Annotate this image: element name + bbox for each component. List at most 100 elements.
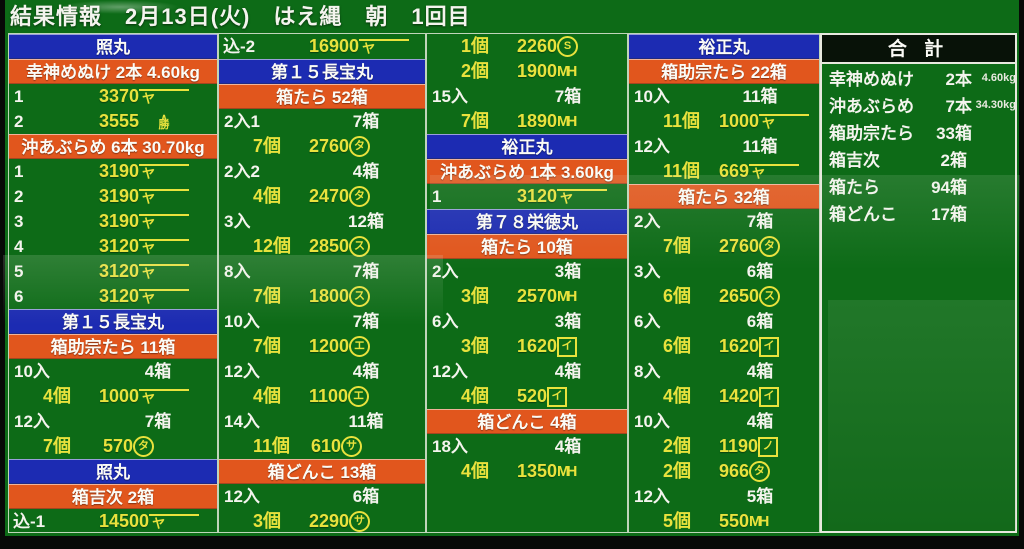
total-fish-label: 沖あぶらめ <box>829 97 914 116</box>
price-value: 966 <box>719 461 750 481</box>
piece-count: 11個 <box>663 111 701 131</box>
fish-label: 箱たら 52箱 <box>276 88 368 107</box>
auction-row: 4個 1000 ヤ <box>9 384 217 409</box>
auction-row: 10入 4箱 <box>9 359 217 384</box>
lot-number: 1 <box>432 187 442 206</box>
auction-row: 2個 1900 MH <box>427 59 627 84</box>
auction-row: 6入 3箱 <box>427 309 627 334</box>
piece-count: 7個 <box>663 236 692 256</box>
total-fish-label: 箱たら <box>829 178 880 197</box>
lot-number: 4 <box>14 237 24 256</box>
total-quantity: 33箱 <box>936 124 972 143</box>
box-count-label: 3箱 <box>554 262 582 281</box>
pack-count-label: 10入 <box>634 412 670 431</box>
piece-count: 2個 <box>461 61 490 81</box>
auction-row: 4個 1100 エ <box>219 384 425 409</box>
auction-row: 12入 11箱 <box>629 134 819 159</box>
total-quantity: 94箱 <box>931 178 967 197</box>
box-count-label: 7箱 <box>352 112 380 131</box>
mark-ya-overline-icon: ヤ <box>139 388 190 405</box>
total-quantity: 17箱 <box>931 205 967 224</box>
pack-count-label: 12入 <box>224 362 260 381</box>
mark-circle-sa-icon: サ <box>341 436 362 457</box>
mixed-lot-label: 込-1 <box>13 512 46 531</box>
auction-row: 込-1 14500 ヤ <box>9 509 217 534</box>
box-count-label: 4箱 <box>554 362 582 381</box>
mark-ya-overline-icon: ヤ <box>139 213 190 230</box>
box-count-label: 4箱 <box>746 362 774 381</box>
pack-count-label: 12入 <box>224 487 260 506</box>
pack-count-label: 12入 <box>634 487 670 506</box>
pack-count-label: 18入 <box>432 437 468 456</box>
totals-row: 沖あぶらめ 7本 34.30kg <box>822 91 1016 118</box>
boat-label: 第１５長宝丸 <box>62 313 164 332</box>
price-value: 3120 <box>99 236 140 256</box>
auction-row: 4個 2470 タ <box>219 184 425 209</box>
price-value: 610 <box>310 436 341 456</box>
fish-lot-header: 箱たら 10箱 <box>427 234 627 259</box>
auction-row: 7個 1200 エ <box>219 334 425 359</box>
auction-row: 12入 5箱 <box>629 484 819 509</box>
total-fish-label: 箱助宗たら <box>829 124 914 143</box>
total-fish-label: 箱吉次 <box>829 151 880 170</box>
price-value: 3190 <box>99 211 140 231</box>
auction-row: 6 3120 ヤ <box>9 284 217 309</box>
auction-row: 3入 12箱 <box>219 209 425 234</box>
piece-count: 7個 <box>253 336 282 356</box>
fish-label: 幸神めぬけ 2本 4.60kg <box>26 63 200 82</box>
auction-row: 2 3190 ヤ <box>9 184 217 209</box>
auction-row: 3個 2290 サ <box>219 509 425 534</box>
auction-row: 2 3555 ∧ 勝 <box>9 109 217 134</box>
auction-row: 15入 7箱 <box>427 84 627 109</box>
mark-circle-ta-icon: タ <box>349 186 371 207</box>
mark-ya-overline-icon: ヤ <box>139 263 190 280</box>
total-weight: 4.60kg <box>981 71 1016 84</box>
total-quantity: 2本 <box>945 70 972 89</box>
auction-row: 6個 1620 イ <box>629 334 819 359</box>
mark-ya-overline-icon: ヤ <box>359 38 410 55</box>
mark-box-i-icon: イ <box>547 386 568 407</box>
auction-row: 3 3190 ヤ <box>9 209 217 234</box>
price-value: 1800 <box>309 286 350 306</box>
mark-ya-overline-icon: ヤ <box>139 288 190 305</box>
price-value: 570 <box>102 436 133 456</box>
piece-count: 2個 <box>663 461 692 481</box>
fish-lot-header: 箱助宗たら 11箱 <box>9 334 217 359</box>
mark-mh-icon: MH <box>557 288 577 305</box>
lot-number: 3 <box>14 212 24 231</box>
box-count-label: 11箱 <box>348 412 384 431</box>
pack-count-label: 2入2 <box>224 162 260 181</box>
price-value: 2260 <box>517 36 558 56</box>
mark-circle-s-icon: S <box>557 36 579 57</box>
auction-row: 11個 669 ヤ <box>629 159 819 184</box>
mark-kanji-glyph: 勝 <box>158 118 170 131</box>
auction-row: 4個 520 イ <box>427 384 627 409</box>
mixed-lot-label: 込-2 <box>223 37 256 56</box>
mark-circle-ta-icon: タ <box>749 461 771 482</box>
piece-count: 3個 <box>461 336 490 356</box>
fish-lot-header: 箱どんこ 4箱 <box>427 409 627 434</box>
fish-lot-header: 箱助宗たら 22箱 <box>629 59 819 84</box>
fish-lot-header: 沖あぶらめ 1本 3.60kg <box>427 159 627 184</box>
fish-lot-header: 沖あぶらめ 6本 30.70kg <box>9 134 217 159</box>
auction-row: 12個 2850 ス <box>219 234 425 259</box>
auction-row: 1 3120 ヤ <box>427 184 627 209</box>
boat-name-header: 照丸 <box>9 459 217 484</box>
auction-row: 3入 6箱 <box>629 259 819 284</box>
pack-count-label: 3入 <box>224 212 251 231</box>
mark-circle-su-icon: ス <box>349 286 371 307</box>
pack-count-label: 2入1 <box>224 112 260 131</box>
box-count-label: 4箱 <box>144 362 172 381</box>
fish-label: 箱どんこ 4箱 <box>477 413 577 432</box>
price-value: 1000 <box>719 111 760 131</box>
box-count-label: 7箱 <box>746 212 774 231</box>
mark-mh-icon: MH <box>557 63 577 80</box>
lot-number: 1 <box>14 162 24 181</box>
price-value: 3370 <box>99 86 140 106</box>
piece-count: 4個 <box>43 386 72 406</box>
price-value: 2650 <box>719 286 760 306</box>
totals-header: 合 計 <box>822 35 1015 64</box>
box-count-label: 4箱 <box>746 412 774 431</box>
auction-row: 10入 4箱 <box>629 409 819 434</box>
